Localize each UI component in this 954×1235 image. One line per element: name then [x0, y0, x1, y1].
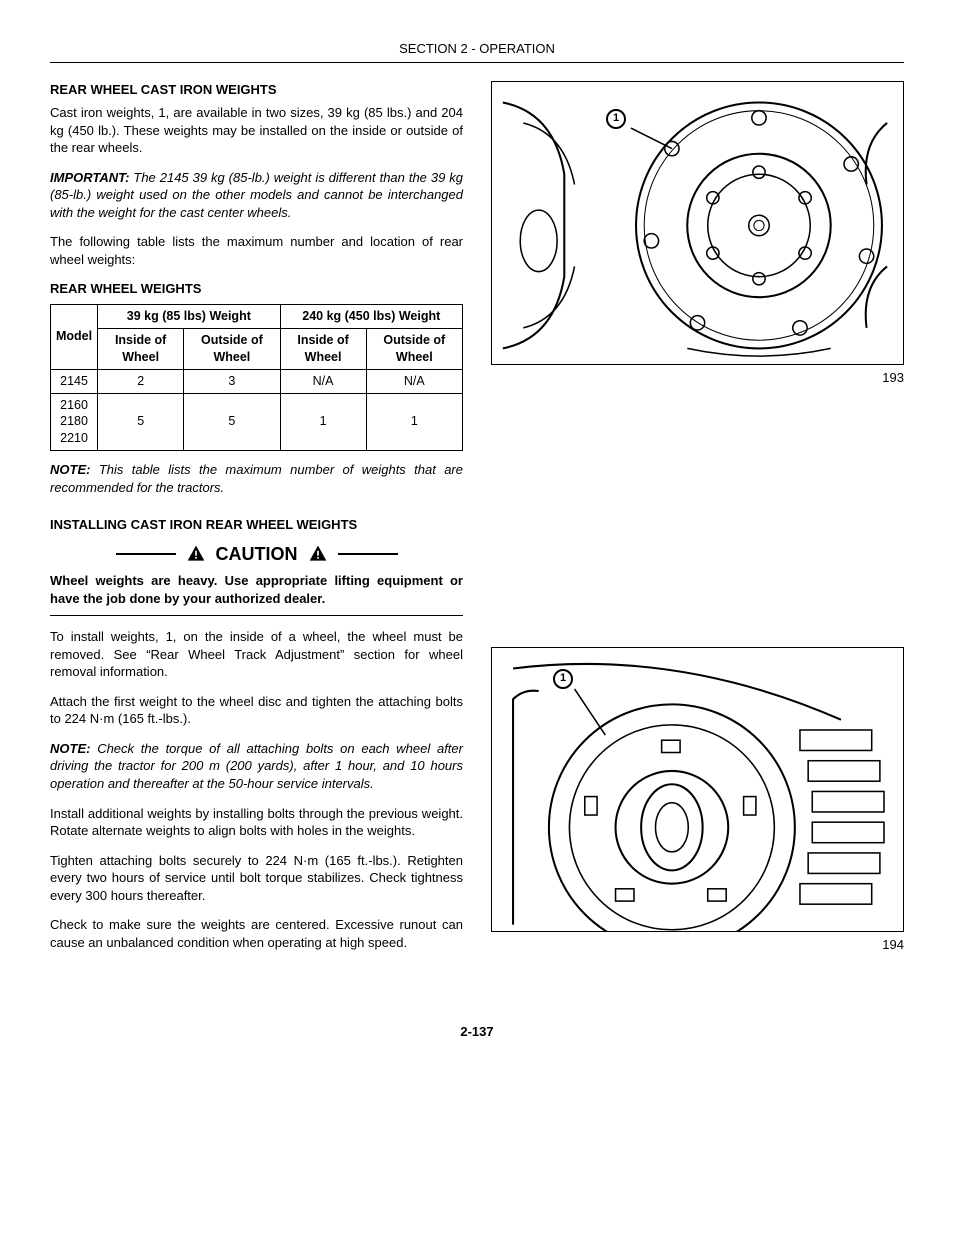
- note-label: NOTE:: [50, 741, 90, 756]
- paragraph: To install weights, 1, on the inside of …: [50, 628, 463, 681]
- figure-194-wrap: 1: [491, 647, 904, 932]
- callout-1: 1: [606, 109, 626, 129]
- table-subheader-row: Inside of Wheel Outside of Wheel Inside …: [51, 328, 463, 369]
- col-inside: Inside of Wheel: [98, 328, 184, 369]
- divider-line: [116, 553, 176, 555]
- note-text: This table lists the maximum number of w…: [50, 462, 463, 495]
- paragraph: Check to make sure the weights are cente…: [50, 916, 463, 951]
- divider-line: [338, 553, 398, 555]
- table-row: 2145 2 3 N/A N/A: [51, 369, 463, 393]
- cell-model: 2160 2180 2210: [51, 393, 98, 451]
- col-outside: Outside of Wheel: [184, 328, 280, 369]
- weights-table: Model 39 kg (85 lbs) Weight 240 kg (450 …: [50, 304, 463, 451]
- important-label: IMPORTANT:: [50, 170, 129, 185]
- warning-triangle-icon: [186, 544, 206, 564]
- right-column: 1 193: [491, 81, 904, 984]
- cell: 1: [366, 393, 462, 451]
- paragraph: Cast iron weights, 1, are available in t…: [50, 104, 463, 157]
- cell: 1: [280, 393, 366, 451]
- col-39kg: 39 kg (85 lbs) Weight: [98, 305, 280, 329]
- cell: 3: [184, 369, 280, 393]
- heading-rear-wheel-weights: REAR WHEEL WEIGHTS: [50, 280, 463, 298]
- figure-193-wrap: 1: [491, 81, 904, 366]
- figure-number-194: 194: [491, 936, 904, 954]
- heading-installing: INSTALLING CAST IRON REAR WHEEL WEIGHTS: [50, 516, 463, 534]
- left-column: REAR WHEEL CAST IRON WEIGHTS Cast iron w…: [50, 81, 463, 984]
- col-outside: Outside of Wheel: [366, 328, 462, 369]
- note-text: Check the torque of all attaching bolts …: [50, 741, 463, 791]
- two-column-layout: REAR WHEEL CAST IRON WEIGHTS Cast iron w…: [50, 81, 904, 984]
- cell-model: 2145: [51, 369, 98, 393]
- caution-word: CAUTION: [216, 542, 298, 566]
- important-note: IMPORTANT: The 2145 39 kg (85-lb.) weigh…: [50, 169, 463, 222]
- cell: 5: [98, 393, 184, 451]
- cell: N/A: [280, 369, 366, 393]
- figure-194: [491, 647, 904, 932]
- wheel-outside-illustration: [492, 82, 903, 365]
- wheel-inside-illustration: [492, 648, 903, 931]
- col-240kg: 240 kg (450 lbs) Weight: [280, 305, 462, 329]
- caution-bar: CAUTION: [50, 542, 463, 566]
- paragraph: Tighten attaching bolts securely to 224 …: [50, 852, 463, 905]
- note-label: NOTE:: [50, 462, 90, 477]
- warning-triangle-icon: [308, 544, 328, 564]
- paragraph: The following table lists the maximum nu…: [50, 233, 463, 268]
- callout-1: 1: [553, 669, 573, 689]
- cell: 5: [184, 393, 280, 451]
- caution-text: Wheel weights are heavy. Use appropriate…: [50, 572, 463, 616]
- figure-number-193: 193: [491, 369, 904, 387]
- col-inside: Inside of Wheel: [280, 328, 366, 369]
- cell: N/A: [366, 369, 462, 393]
- cell: 2: [98, 369, 184, 393]
- torque-note: NOTE: Check the torque of all attaching …: [50, 740, 463, 793]
- table-note: NOTE: This table lists the maximum numbe…: [50, 461, 463, 496]
- col-model: Model: [51, 305, 98, 370]
- page-number: 2-137: [50, 1023, 904, 1041]
- heading-cast-iron-weights: REAR WHEEL CAST IRON WEIGHTS: [50, 81, 463, 99]
- table-header-row: Model 39 kg (85 lbs) Weight 240 kg (450 …: [51, 305, 463, 329]
- figure-193: [491, 81, 904, 366]
- paragraph: Install additional weights by installing…: [50, 805, 463, 840]
- section-header: SECTION 2 - OPERATION: [50, 40, 904, 63]
- paragraph: Attach the first weight to the wheel dis…: [50, 693, 463, 728]
- table-row: 2160 2180 2210 5 5 1 1: [51, 393, 463, 451]
